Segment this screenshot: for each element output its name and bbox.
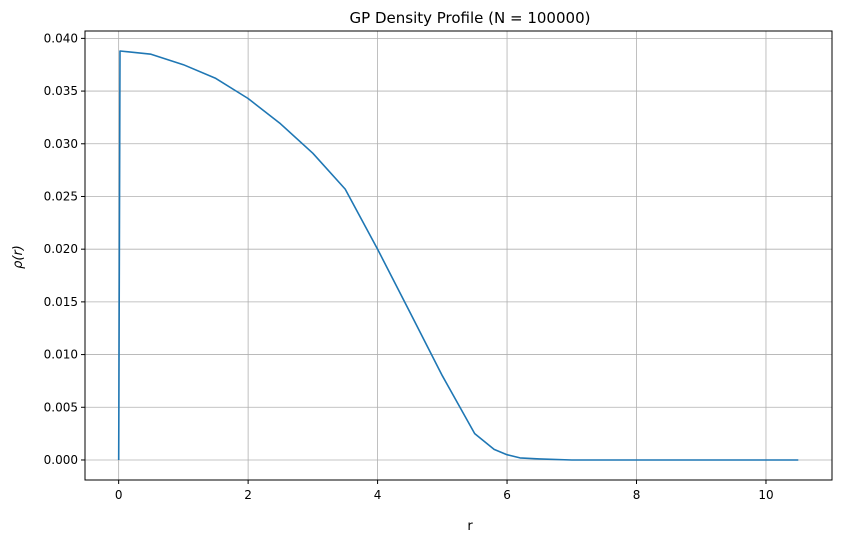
x-tick-label: 8 [633,488,641,502]
x-axis-ticks: 0 2 4 6 8 10 [115,480,774,502]
x-tick-label: 2 [244,488,252,502]
y-tick-label: 0.000 [44,453,78,467]
y-axis-label: ρ(r) [11,245,26,269]
y-tick-label: 0.035 [44,84,78,98]
plot-frame [84,30,833,481]
y-tick-label: 0.030 [44,137,78,151]
y-axis-ticks: 0.000 0.005 0.010 0.015 0.020 0.025 0.030 0.035… [44,31,85,467]
y-tick-label: 0.010 [44,348,78,362]
x-tick-label: 4 [374,488,382,502]
y-tick-label: 0.040 [44,31,78,45]
density-series-line [117,50,799,461]
y-tick-label: 0.005 [44,400,78,414]
x-tick-label: 10 [758,488,773,502]
x-tick-label: 0 [115,488,123,502]
series-group [117,50,799,461]
y-tick-label: 0.025 [44,189,78,203]
y-tick-label: 0.015 [44,295,78,309]
x-axis-label: r [467,519,473,534]
x-tick-label: 6 [503,488,511,502]
chart-title: GP Density Profile (N = 100000) [350,9,591,27]
grid-lines [85,31,832,480]
y-tick-label: 0.020 [44,242,78,256]
